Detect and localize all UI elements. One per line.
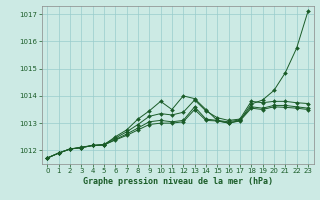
X-axis label: Graphe pression niveau de la mer (hPa): Graphe pression niveau de la mer (hPa) [83,177,273,186]
